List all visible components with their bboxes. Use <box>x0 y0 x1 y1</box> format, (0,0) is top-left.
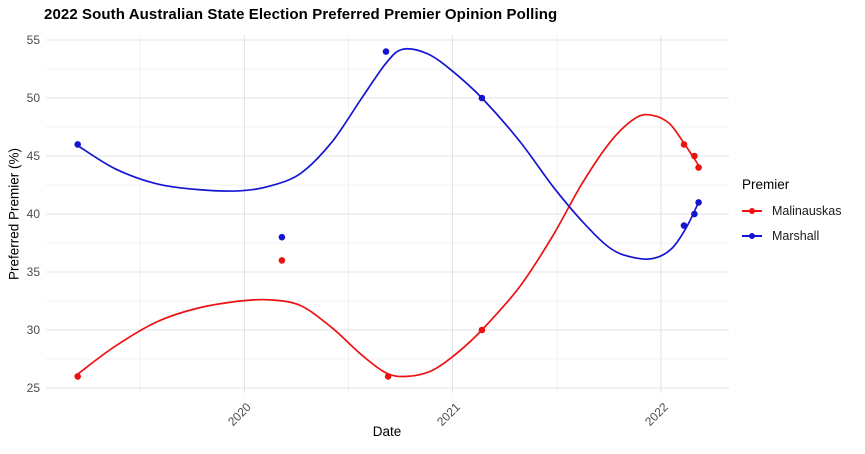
plot-panel <box>46 35 729 393</box>
legend-label-malinauskas: Malinauskas <box>772 204 842 218</box>
plot-area-svg <box>46 35 729 393</box>
data-point-malinauskas <box>384 373 392 380</box>
data-point-malinauskas <box>695 164 702 171</box>
data-point-marshall <box>478 94 486 102</box>
y-axis-title: Preferred Premier (%) <box>6 147 22 281</box>
data-point-marshall <box>695 199 702 206</box>
x-tick-label: 2021 <box>433 400 463 429</box>
data-point-malinauskas <box>74 373 81 380</box>
y-tick-label: 35 <box>26 265 40 279</box>
chart-title: 2022 South Australian State Election Pre… <box>44 6 558 23</box>
data-point-marshall <box>691 210 698 218</box>
data-point-marshall <box>680 222 688 229</box>
data-point-malinauskas <box>478 326 486 334</box>
y-tick-label: 45 <box>26 148 40 163</box>
legend-title: Premier <box>742 177 790 192</box>
legend-key-line-dot-icon <box>742 204 762 218</box>
y-tick-label: 55 <box>26 32 40 47</box>
y-tick-label: 30 <box>26 323 40 337</box>
smooth-line-malinauskas <box>76 113 700 378</box>
legend-label-marshall: Marshall <box>772 229 820 243</box>
y-tick-label: 25 <box>26 381 40 395</box>
data-point-malinauskas <box>278 257 286 264</box>
y-tick-label: 50 <box>26 90 40 105</box>
data-point-malinauskas <box>691 152 698 160</box>
data-point-marshall <box>382 48 390 55</box>
data-point-marshall <box>74 141 81 148</box>
x-tick-label: 2020 <box>225 400 255 429</box>
legend-item-malinauskas: Malinauskas <box>742 204 841 218</box>
data-point-malinauskas <box>680 141 688 148</box>
y-tick-label: 40 <box>26 207 40 221</box>
x-axis-title: Date <box>372 424 402 439</box>
legend-key-line-dot-icon <box>742 229 762 243</box>
data-point-marshall <box>278 233 286 241</box>
x-tick-label: 2022 <box>642 400 671 429</box>
legend-item-marshall: Marshall <box>742 229 841 243</box>
smooth-line-marshall <box>76 47 700 261</box>
legend: Premier Malinauskas Marshall <box>742 177 841 254</box>
